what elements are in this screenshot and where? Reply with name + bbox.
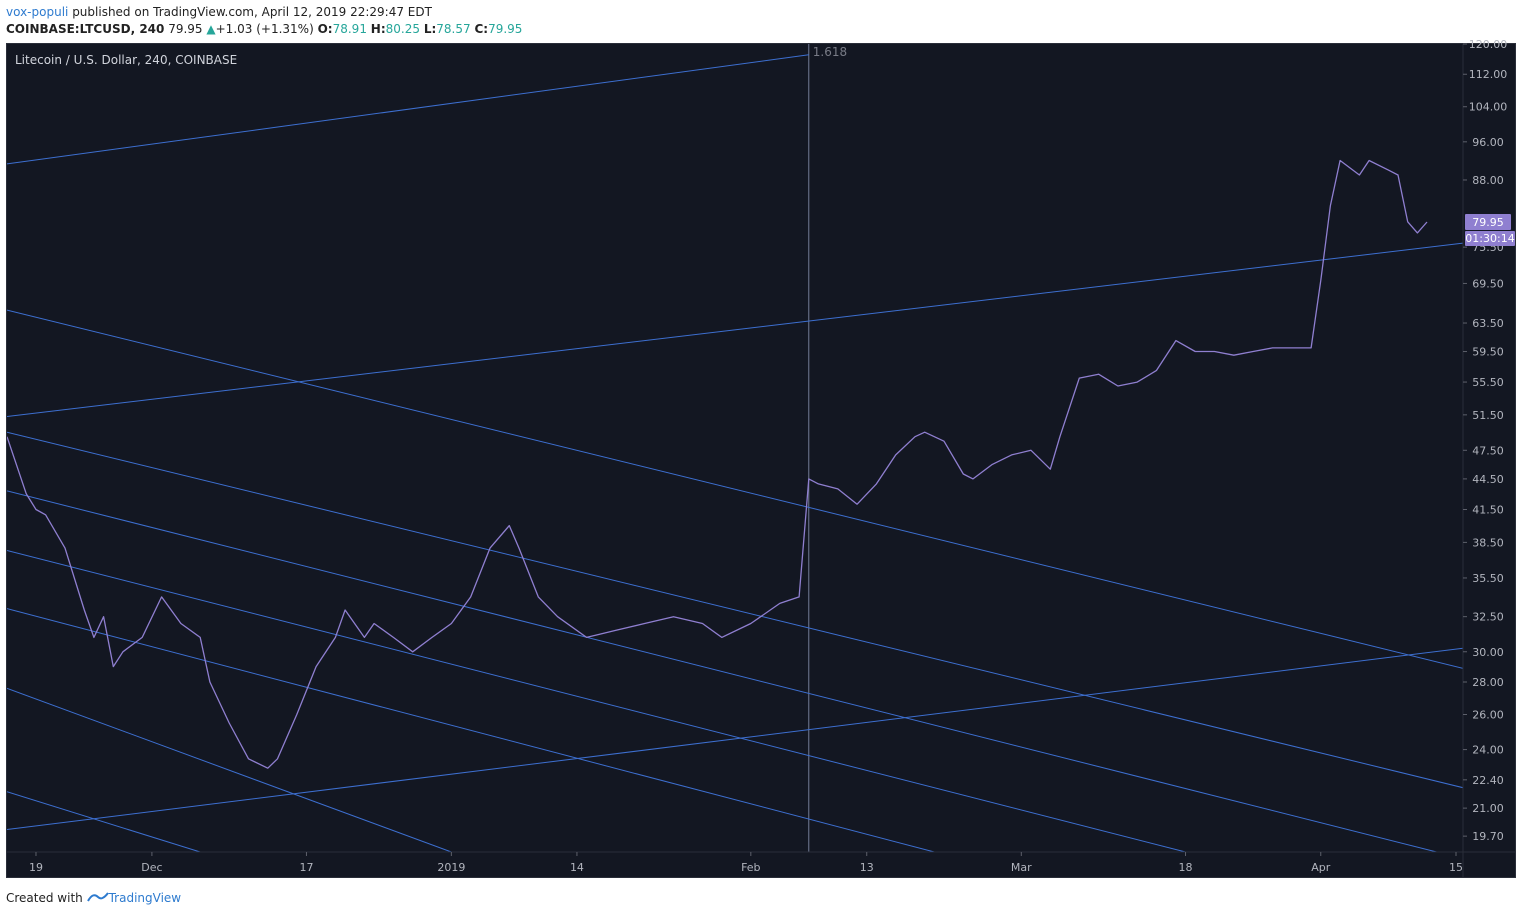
trendline-3	[7, 647, 1463, 831]
trendline-10	[7, 791, 201, 852]
trendline-1	[7, 54, 809, 165]
high-value: 80.25	[385, 22, 420, 36]
quote-line: COINBASE:LTCUSD, 240 79.95 ▲+1.03 (+1.31…	[6, 21, 522, 38]
y-tick-label: 120.00	[1469, 38, 1508, 51]
price-line	[7, 159, 1428, 769]
trendline-8	[7, 608, 935, 852]
y-tick-label: 104.00	[1469, 101, 1508, 114]
x-tick-label: 14	[570, 861, 584, 874]
published-text: published on TradingView.com, April 12, …	[72, 5, 432, 19]
x-tick-label: Mar	[1011, 861, 1032, 874]
x-tick-label: 17	[299, 861, 313, 874]
open-value: 78.91	[332, 22, 367, 36]
x-tick-label: 19	[29, 861, 43, 874]
countdown-badge	[1465, 231, 1515, 247]
y-tick-label: 59.50	[1472, 346, 1504, 359]
y-tick-label: 32.50	[1472, 611, 1504, 624]
y-tick-label: 96.00	[1472, 136, 1504, 149]
y-tick-label: 44.50	[1472, 473, 1504, 486]
y-tick-label: 55.50	[1472, 376, 1504, 389]
last-price-badge	[1465, 214, 1511, 231]
footer: Created with TradingView	[6, 889, 181, 908]
y-tick-label: 24.00	[1472, 744, 1504, 757]
publish-line: vox-populi published on TradingView.com,…	[6, 4, 432, 21]
y-tick-label: 28.00	[1472, 676, 1504, 689]
trendline-4	[7, 309, 1463, 669]
tradingview-link[interactable]: TradingView	[108, 891, 182, 905]
fib-level-label: 1.618	[813, 45, 847, 59]
y-tick-label: 35.50	[1472, 572, 1504, 585]
y-tick-label: 112.00	[1469, 68, 1508, 81]
x-tick-label: Apr	[1311, 861, 1331, 874]
y-tick-label: 47.50	[1472, 444, 1504, 457]
author-link[interactable]: vox-populi	[6, 5, 69, 19]
high-label: H:	[370, 22, 386, 36]
chart-title: Litecoin / U.S. Dollar, 240, COINBASE	[15, 53, 237, 67]
up-arrow-icon: ▲	[206, 22, 216, 36]
trendline-7	[7, 549, 1186, 852]
trendline-6	[7, 490, 1437, 852]
x-tick-label: 2019	[437, 861, 465, 874]
y-tick-label: 38.50	[1472, 536, 1504, 549]
x-tick-label: 13	[860, 861, 874, 874]
trendline-5	[7, 431, 1463, 789]
x-tick-label: Feb	[741, 861, 760, 874]
x-tick-label: Dec	[141, 861, 162, 874]
last-price: 79.95	[168, 22, 203, 36]
y-tick-label: 69.50	[1472, 277, 1504, 290]
created-with-text: Created with	[6, 891, 83, 905]
close-value: 79.95	[488, 22, 523, 36]
trendline-2	[7, 242, 1463, 418]
last-price-badge-label: 79.95	[1472, 216, 1504, 229]
x-tick-label: 18	[1179, 861, 1193, 874]
y-tick-label: 88.00	[1472, 174, 1504, 187]
low-label: L:	[423, 22, 437, 36]
y-tick-label: 51.50	[1472, 409, 1504, 422]
y-tick-label: 26.00	[1472, 708, 1504, 721]
tradingview-logo-icon	[86, 890, 109, 908]
y-tick-label: 22.40	[1472, 774, 1504, 787]
y-tick-label: 41.50	[1472, 503, 1504, 516]
open-label: O:	[317, 22, 333, 36]
x-tick-label: 15	[1449, 861, 1463, 874]
price-change: +1.03 (+1.31%)	[215, 22, 314, 36]
close-label: C:	[474, 22, 489, 36]
y-tick-label: 19.70	[1472, 830, 1504, 843]
y-tick-label: 30.00	[1472, 646, 1504, 659]
y-tick-label: 21.00	[1472, 802, 1504, 815]
symbol-label: COINBASE:LTCUSD, 240	[6, 22, 165, 36]
y-tick-label: 63.50	[1472, 317, 1504, 330]
low-value: 78.57	[436, 22, 471, 36]
trendline-9	[7, 687, 452, 852]
countdown-badge-label: 01:30:14	[1465, 232, 1514, 245]
